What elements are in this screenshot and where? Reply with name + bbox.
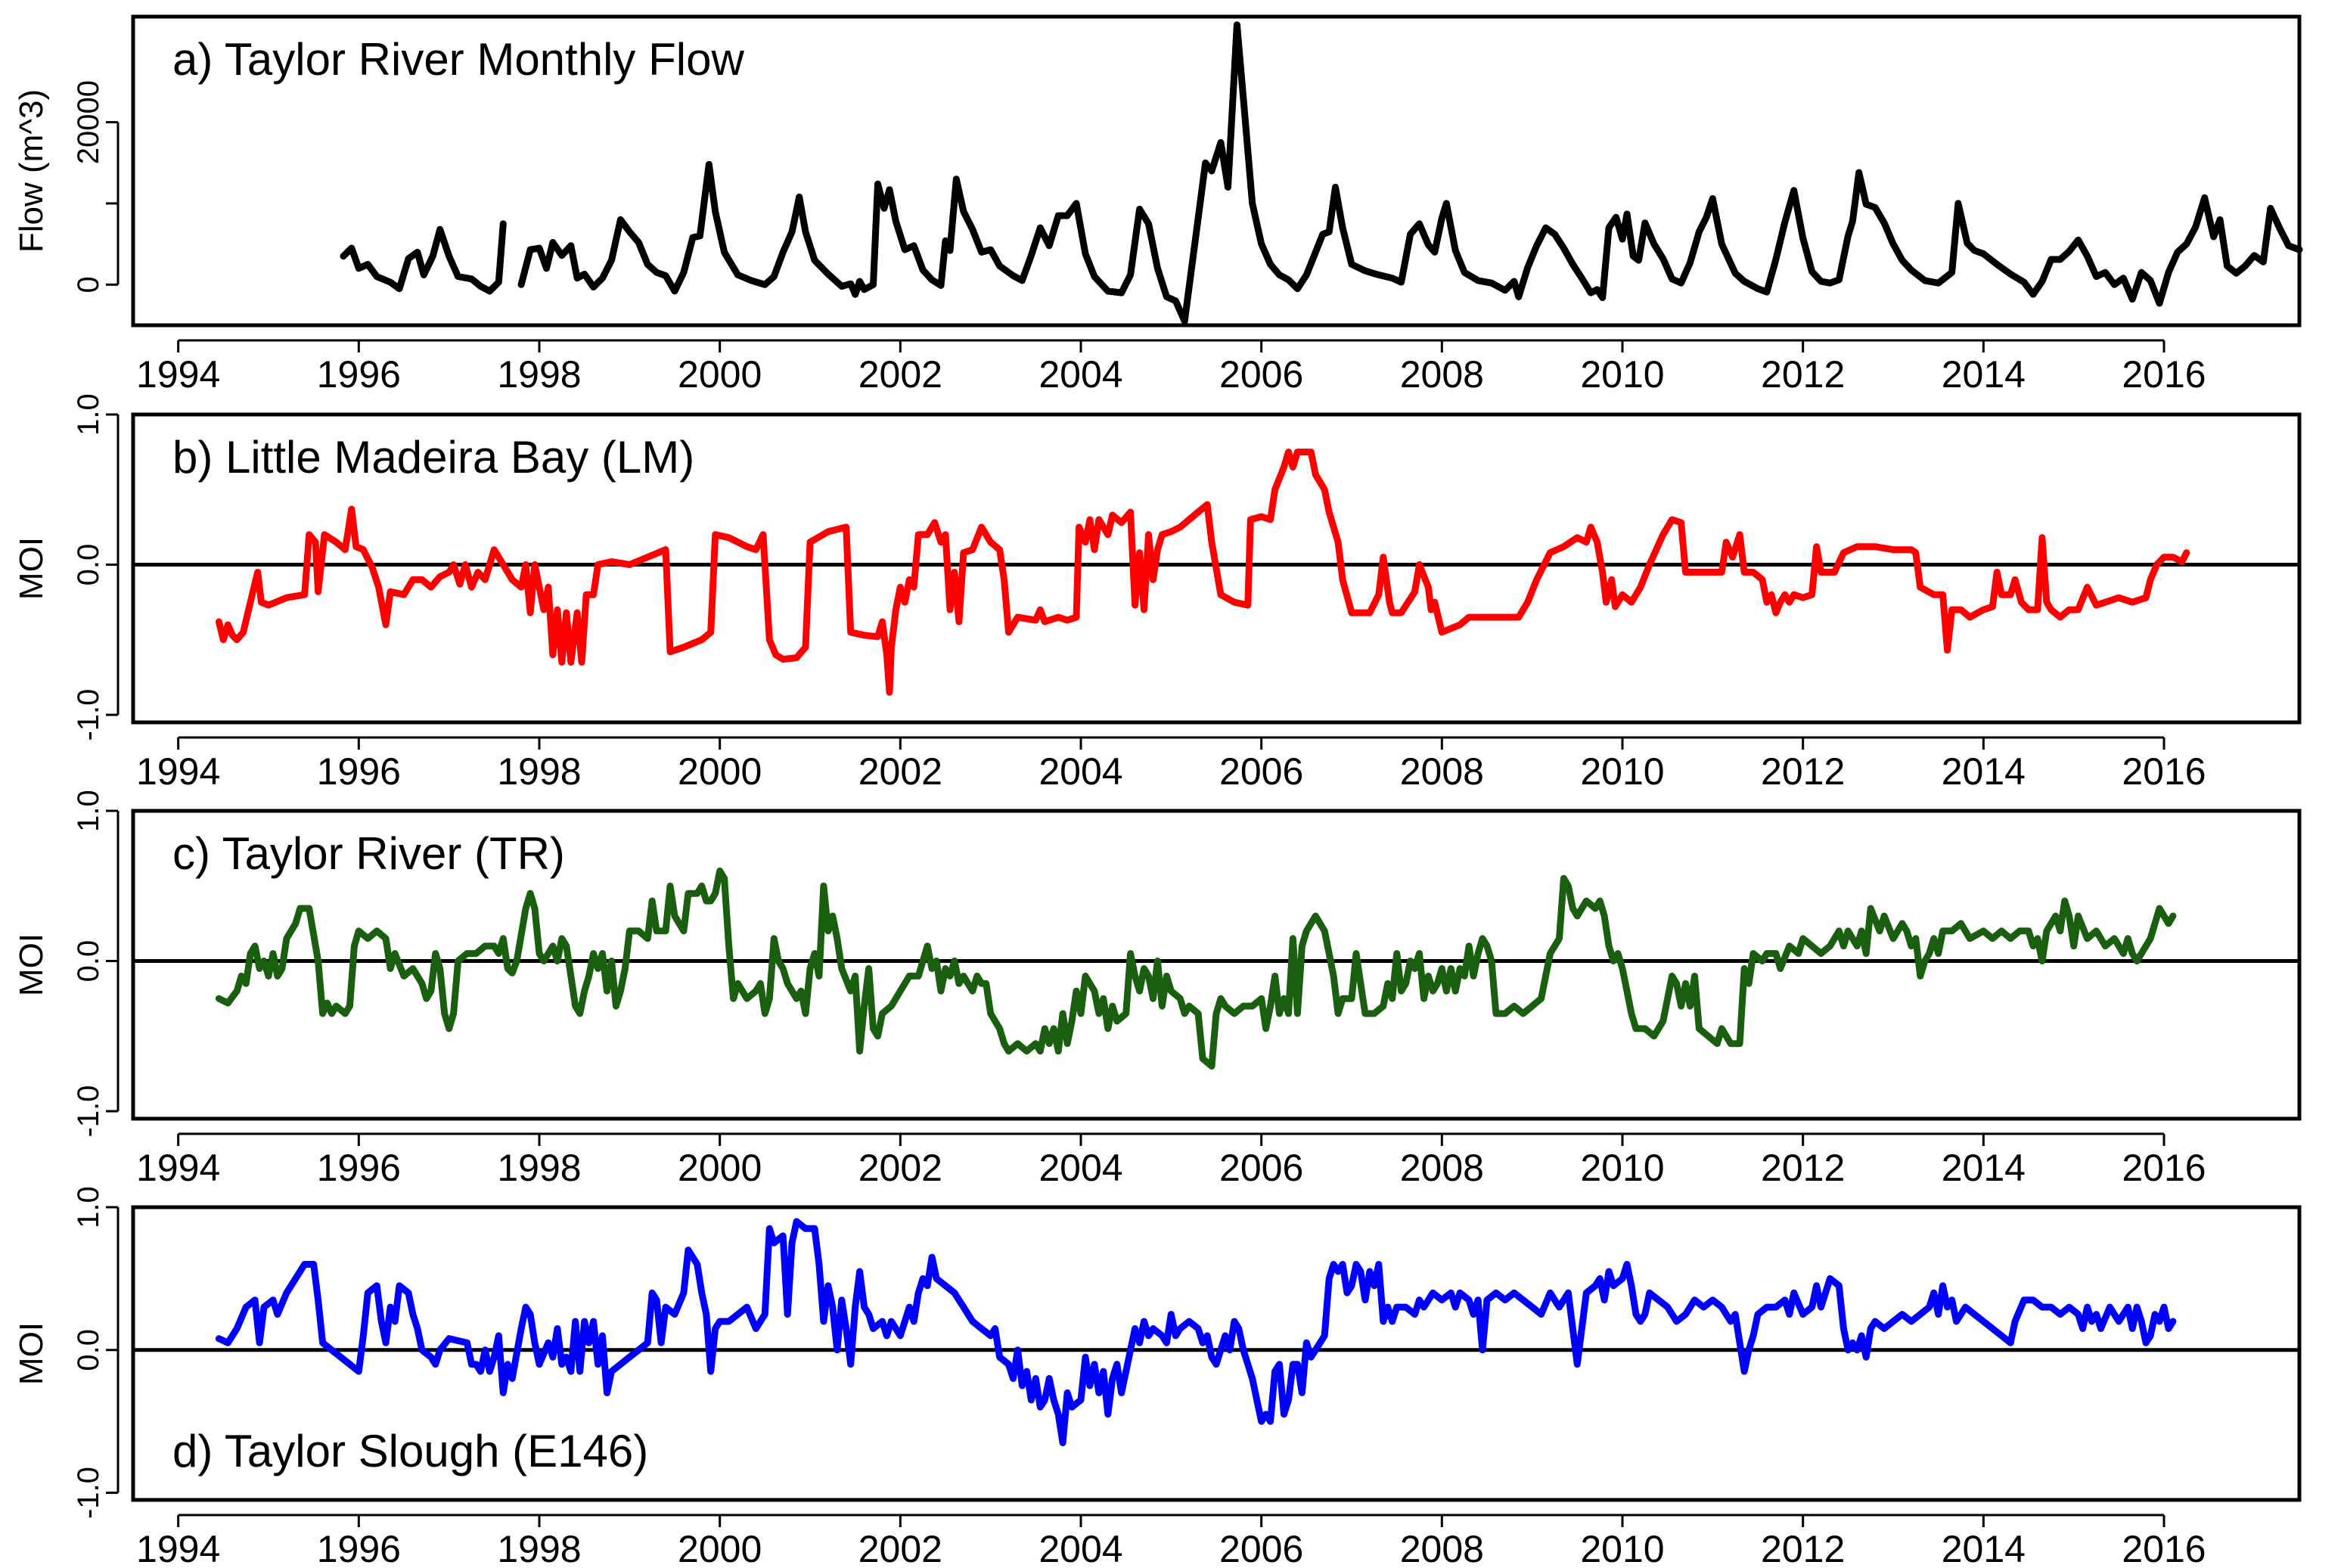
x-tick-label: 1994 xyxy=(136,1147,220,1189)
plot-frame xyxy=(131,14,2302,328)
x-tick-label: 1998 xyxy=(497,353,581,396)
panel-title: a) Taylor River Monthly Flow xyxy=(172,34,744,85)
x-tick-label: 2002 xyxy=(858,1147,942,1189)
x-tick-label: 1998 xyxy=(497,1147,581,1189)
x-tick-label: 2012 xyxy=(1761,1528,1845,1568)
y-tick-label: 0.0 xyxy=(72,1329,105,1371)
x-tick-label: 1996 xyxy=(317,353,401,396)
x-tick-label: 2012 xyxy=(1761,353,1845,396)
x-tick-label: 2014 xyxy=(1942,1528,2026,1568)
x-tick-label: 2006 xyxy=(1219,750,1303,793)
y-tick-label: 1.0 xyxy=(72,1186,105,1228)
y-tick-label: 20000 xyxy=(72,80,105,164)
x-tick-label: 2004 xyxy=(1039,750,1122,793)
x-tick-label: 1996 xyxy=(317,750,401,793)
y-tick-label: 1.0 xyxy=(72,790,105,832)
y-tick-label: -1.0 xyxy=(72,689,105,741)
x-tick-label: 2010 xyxy=(1580,353,1664,396)
x-tick-label: 2012 xyxy=(1761,1147,1845,1189)
x-tick-label: 2010 xyxy=(1580,750,1664,793)
series-line-taylor-slough-moi xyxy=(215,1218,2177,1446)
y-tick-label: -1.0 xyxy=(72,1467,105,1519)
x-tick-label: 2002 xyxy=(858,353,942,396)
x-tick-label: 2008 xyxy=(1400,353,1484,396)
series-line-little-madeira-bay-moi xyxy=(215,449,2190,696)
x-tick-label: 2004 xyxy=(1039,1528,1122,1568)
x-tick-label: 2016 xyxy=(2122,353,2206,396)
panel-c: 1994 1996 1998 2000 2002 2004 2006 2008 2010 2012… xyxy=(13,790,2302,1189)
series-line-taylor-river-monthly-flow xyxy=(340,21,2303,325)
x-tick-label: 1994 xyxy=(136,353,220,396)
plot-frame xyxy=(131,412,2302,725)
x-tick-label: 2008 xyxy=(1400,1528,1484,1568)
x-tick-label: 2010 xyxy=(1580,1147,1664,1189)
x-tick-label: 2000 xyxy=(678,1147,762,1189)
x-tick-label: 2016 xyxy=(2122,1528,2206,1568)
x-tick-label: 2016 xyxy=(2122,750,2206,793)
x-tick-label: 2006 xyxy=(1219,353,1303,396)
panels: 1994 1996 1998 2000 2002 2004 2006 2008 2010 2012… xyxy=(13,14,2303,1568)
x-tick-label: 2014 xyxy=(1942,1147,2026,1189)
y-tick-label: -1.0 xyxy=(72,1085,105,1138)
series-line-taylor-river-moi xyxy=(215,867,2177,1070)
panel-b: 1994 1996 1998 2000 2002 2004 2006 2008 2010 2012… xyxy=(13,393,2302,793)
x-tick-label: 2006 xyxy=(1219,1147,1303,1189)
x-tick-label: 2012 xyxy=(1761,750,1845,793)
x-tick-label: 1994 xyxy=(136,1528,220,1568)
x-tick-label: 1996 xyxy=(317,1147,401,1189)
x-tick-label: 2008 xyxy=(1400,1147,1484,1189)
panel-title: c) Taylor River (TR) xyxy=(172,828,565,879)
y-tick-label: 0.0 xyxy=(72,940,105,983)
x-tick-label: 2014 xyxy=(1942,750,2026,793)
x-tick-label: 2000 xyxy=(678,1528,762,1568)
y-axis-title: MOI xyxy=(13,537,50,600)
y-axis-title: MOI xyxy=(13,1322,50,1385)
x-tick-label: 2010 xyxy=(1580,1528,1664,1568)
panel-title: d) Taylor Slough (E146) xyxy=(172,1426,648,1476)
plot-frame xyxy=(131,1205,2302,1502)
y-tick-label: 1.0 xyxy=(72,393,105,436)
y-tick-label: 0 xyxy=(72,276,105,293)
x-tick-label: 1996 xyxy=(317,1528,401,1568)
x-tick-label: 2008 xyxy=(1400,750,1484,793)
y-tick-label: 0.0 xyxy=(72,544,105,586)
x-tick-label: 1998 xyxy=(497,1528,581,1568)
x-tick-label: 2002 xyxy=(858,1528,942,1568)
x-tick-label: 2000 xyxy=(678,750,762,793)
plot-frame xyxy=(131,809,2302,1121)
x-tick-label: 2002 xyxy=(858,750,942,793)
x-tick-label: 2000 xyxy=(678,353,762,396)
panel-title: b) Little Madeira Bay (LM) xyxy=(172,432,694,483)
panel-a: 1994 1996 1998 2000 2002 2004 2006 2008 2010 2012… xyxy=(13,14,2303,396)
x-tick-label: 2014 xyxy=(1942,353,2026,396)
x-tick-label: 2004 xyxy=(1039,353,1122,396)
x-tick-label: 2004 xyxy=(1039,1147,1122,1189)
x-tick-label: 2016 xyxy=(2122,1147,2206,1189)
y-axis-title: Flow (m^3) xyxy=(13,89,50,253)
panel-d: 1994 1996 1998 2000 2002 2004 2006 2008 2010 2012… xyxy=(13,1186,2302,1568)
x-tick-label: 1998 xyxy=(497,750,581,793)
y-axis-title: MOI xyxy=(13,933,50,996)
x-tick-label: 2006 xyxy=(1219,1528,1303,1568)
x-tick-label: 1994 xyxy=(136,750,220,793)
